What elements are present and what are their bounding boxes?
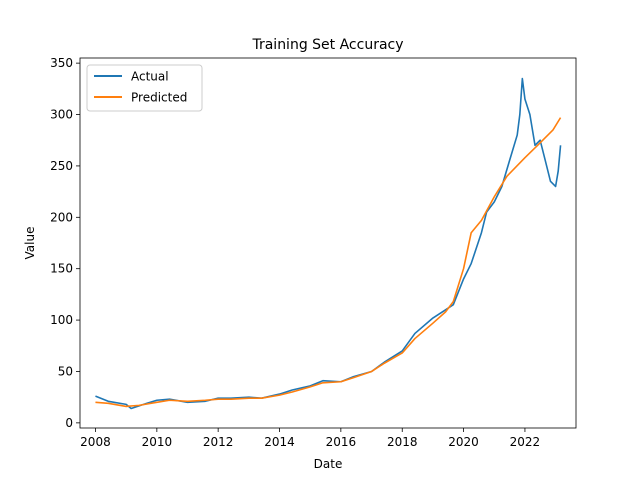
series-line-predicted (95, 117, 562, 408)
x-tick-label: 2012 (203, 435, 234, 449)
y-tick-label: 200 (50, 210, 73, 224)
y-tick-label: 300 (50, 108, 73, 122)
y-tick-label: 150 (50, 262, 73, 276)
x-tick-label: 2020 (448, 435, 479, 449)
y-axis-label: Value (23, 227, 37, 260)
y-axis-ticks: 0 50 100 150 200 250 300 350 (50, 56, 80, 430)
y-tick-label: 350 (50, 56, 73, 70)
x-axis-label: Date (314, 457, 343, 471)
x-axis-ticks: 2008 2010 2012 2014 2016 2018 2020 2022 (80, 428, 540, 449)
chart-title: Training Set Accuracy (251, 37, 403, 53)
x-tick-label: 2016 (326, 435, 357, 449)
legend: Actual Predicted (86, 64, 203, 112)
x-tick-label: 2008 (80, 435, 111, 449)
x-tick-label: 2018 (387, 435, 418, 449)
plot-area-frame (79, 57, 577, 429)
y-tick-label: 0 (65, 416, 73, 430)
y-tick-label: 250 (50, 159, 73, 173)
y-tick-label: 100 (50, 313, 73, 327)
legend-label-predicted: Predicted (131, 91, 187, 105)
y-tick-label: 50 (58, 364, 73, 378)
x-tick-label: 2010 (142, 435, 173, 449)
x-tick-label: 2014 (264, 435, 295, 449)
series-layer (95, 77, 562, 410)
x-tick-label: 2022 (510, 435, 541, 449)
series-line-actual (95, 77, 562, 410)
legend-label-actual: Actual (131, 70, 169, 84)
